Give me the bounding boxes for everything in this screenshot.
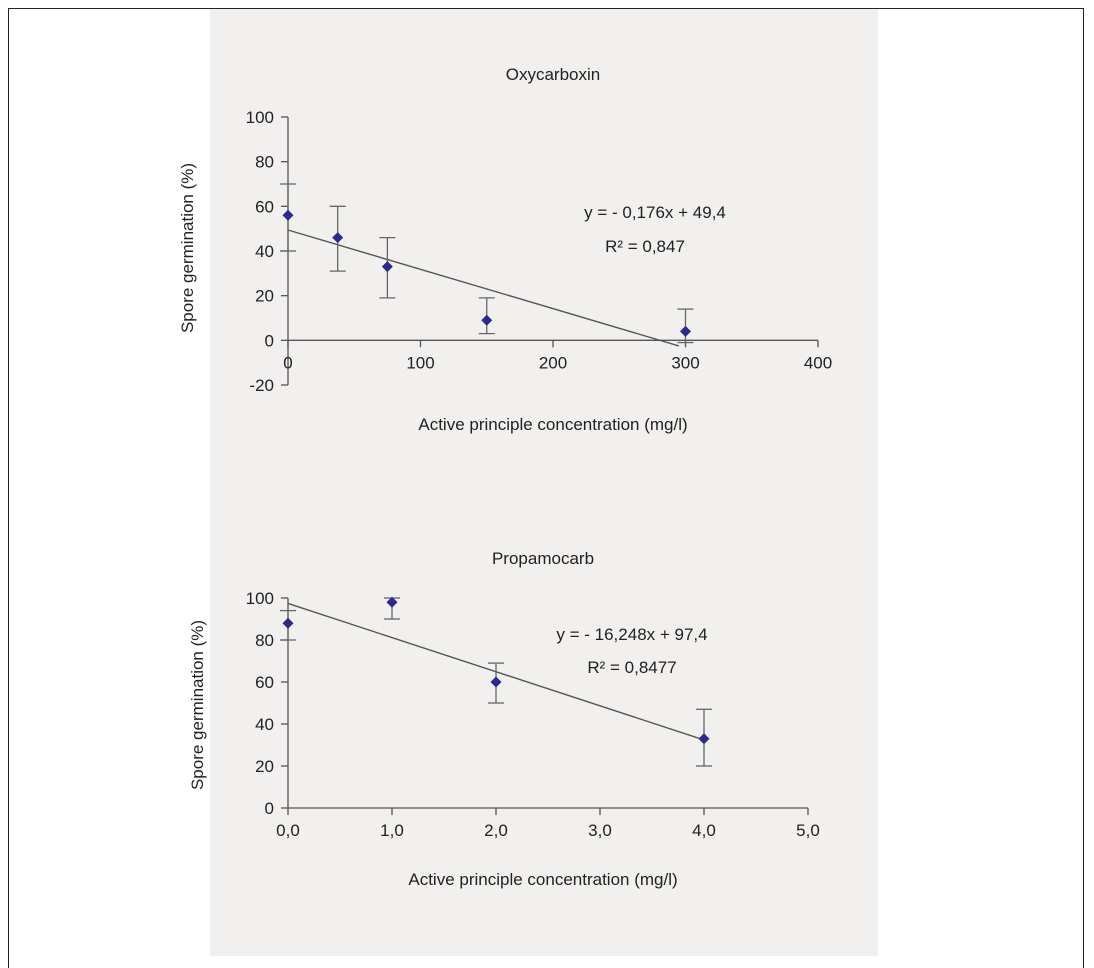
plot-marks — [280, 183, 694, 347]
y-tick-label: 40 — [255, 242, 274, 261]
x-tick-label: 3,0 — [588, 821, 612, 840]
y-tick-label: -20 — [249, 376, 274, 395]
chart-title: Oxycarboxin — [506, 65, 600, 84]
data-point-marker — [282, 617, 294, 629]
y-tick-label: 40 — [255, 715, 274, 734]
data-point-marker — [381, 261, 393, 273]
data-point-marker — [481, 314, 493, 326]
axes: 0 20 40 60 80 100 0,0 1,0 2,0 3,0 4,0 5,0 — [246, 589, 820, 840]
x-tick-label: 100 — [406, 353, 434, 372]
chart-propamocarb: Propamocarb Spore germination (%) Active… — [188, 549, 820, 889]
data-point-marker — [386, 596, 398, 608]
y-tick-label: 60 — [255, 197, 274, 216]
data-point-marker — [698, 733, 710, 745]
y-tick-label: 80 — [255, 631, 274, 650]
y-tick-label: 100 — [246, 108, 274, 127]
x-tick-label: 4,0 — [692, 821, 716, 840]
trendline-equation: y = - 0,176x + 49,4 — [584, 203, 726, 222]
y-tick-label: 0 — [265, 331, 274, 350]
y-axis-label: Spore germination (%) — [188, 620, 207, 790]
y-tick-label: 60 — [255, 673, 274, 692]
data-point-marker — [680, 325, 691, 337]
x-tick-label: 400 — [804, 353, 832, 372]
x-tick-label: 2,0 — [484, 821, 508, 840]
r-squared-label: R² = 0,8477 — [587, 658, 676, 677]
chart-panel — [210, 9, 878, 956]
x-tick-label: 1,0 — [380, 821, 404, 840]
x-tick-label: 200 — [539, 353, 567, 372]
x-tick-label: 300 — [671, 353, 699, 372]
r-squared-label: R² = 0,847 — [605, 237, 685, 256]
trendline — [287, 229, 680, 347]
figure-frame — [8, 8, 1084, 968]
axes: -20 0 20 40 60 80 100 0 100 200 300 400 — [246, 108, 833, 395]
plot-marks — [280, 596, 712, 767]
y-tick-label: 0 — [265, 799, 274, 818]
chart-title: Propamocarb — [492, 549, 594, 568]
data-point-marker — [490, 676, 502, 688]
y-tick-label: 80 — [255, 153, 274, 172]
y-tick-label: 100 — [246, 589, 274, 608]
x-tick-label: 0,0 — [276, 821, 300, 840]
y-tick-label: 20 — [255, 287, 274, 306]
x-axis-label: Active principle concentration (mg/l) — [408, 870, 677, 889]
x-tick-label: 0 — [283, 353, 292, 372]
data-point-marker — [332, 232, 344, 244]
data-point-marker — [282, 209, 294, 221]
x-tick-label: 5,0 — [796, 821, 820, 840]
chart-oxycarboxin: Oxycarboxin Spore germination (%) Active… — [178, 65, 832, 434]
trendline-equation: y = - 16,248x + 97,4 — [556, 625, 707, 644]
y-tick-label: 20 — [255, 757, 274, 776]
y-axis-label: Spore germination (%) — [178, 163, 197, 333]
x-axis-label: Active principle concentration (mg/l) — [418, 415, 687, 434]
